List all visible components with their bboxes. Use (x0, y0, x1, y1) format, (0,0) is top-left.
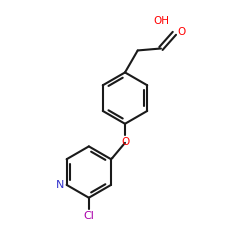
Text: Cl: Cl (84, 211, 94, 221)
Text: N: N (56, 180, 65, 190)
Text: O: O (121, 137, 129, 147)
Text: OH: OH (153, 16, 169, 26)
Text: O: O (177, 26, 186, 36)
